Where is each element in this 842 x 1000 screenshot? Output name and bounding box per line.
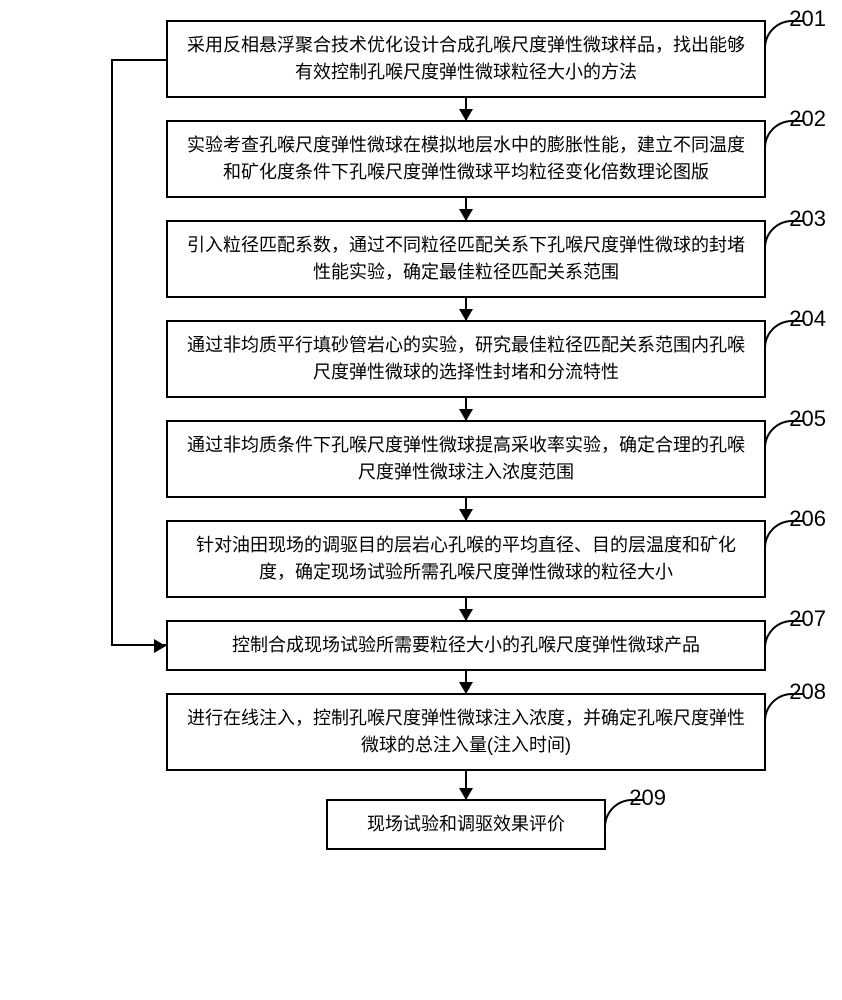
step-box-201: 采用反相悬浮聚合技术优化设计合成孔喉尺度弹性微球样品，找出能够有效控制孔喉尺度弹… [166,20,766,98]
arrow-down [465,498,467,520]
arrow-down [465,598,467,620]
step-label: 202 [789,108,826,130]
step-label: 204 [789,308,826,330]
step-wrap-203: 引入粒径匹配系数，通过不同粒径匹配关系下孔喉尺度弹性微球的封堵性能实验，确定最佳… [130,220,802,298]
step-box-203: 引入粒径匹配系数，通过不同粒径匹配关系下孔喉尺度弹性微球的封堵性能实验，确定最佳… [166,220,766,298]
step-label: 208 [789,681,826,703]
arrow-down [465,198,467,220]
step-box-209: 现场试验和调驱效果评价209 [326,799,606,850]
step-label: 201 [789,8,826,30]
arrow-down [465,771,467,799]
step-label: 203 [789,208,826,230]
step-wrap-208: 进行在线注入，控制孔喉尺度弹性微球注入浓度，并确定孔喉尺度弹性微球的总注入量(注… [130,693,802,771]
flowchart-container: 采用反相悬浮聚合技术优化设计合成孔喉尺度弹性微球样品，找出能够有效控制孔喉尺度弹… [130,20,802,850]
step-label: 205 [789,408,826,430]
step-wrap-207: 控制合成现场试验所需要粒径大小的孔喉尺度弹性微球产品207 [130,620,802,671]
arrow-down [465,671,467,693]
step-wrap-201: 采用反相悬浮聚合技术优化设计合成孔喉尺度弹性微球样品，找出能够有效控制孔喉尺度弹… [130,20,802,98]
step-wrap-206: 针对油田现场的调驱目的层岩心孔喉的平均直径、目的层温度和矿化度，确定现场试验所需… [130,520,802,598]
step-box-205: 通过非均质条件下孔喉尺度弹性微球提高采收率实验，确定合理的孔喉尺度弹性微球注入浓… [166,420,766,498]
step-wrap-204: 通过非均质平行填砂管岩心的实验，研究最佳粒径匹配关系范围内孔喉尺度弹性微球的选择… [130,320,802,398]
step-wrap-209: 现场试验和调驱效果评价209 [130,799,802,850]
step-box-206: 针对油田现场的调驱目的层岩心孔喉的平均直径、目的层温度和矿化度，确定现场试验所需… [166,520,766,598]
step-box-204: 通过非均质平行填砂管岩心的实验，研究最佳粒径匹配关系范围内孔喉尺度弹性微球的选择… [166,320,766,398]
step-label: 206 [789,508,826,530]
arrow-down [465,398,467,420]
step-box-207: 控制合成现场试验所需要粒径大小的孔喉尺度弹性微球产品207 [166,620,766,671]
step-wrap-202: 实验考查孔喉尺度弹性微球在模拟地层水中的膨胀性能，建立不同温度和矿化度条件下孔喉… [130,120,802,198]
step-wrap-205: 通过非均质条件下孔喉尺度弹性微球提高采收率实验，确定合理的孔喉尺度弹性微球注入浓… [130,420,802,498]
step-box-208: 进行在线注入，控制孔喉尺度弹性微球注入浓度，并确定孔喉尺度弹性微球的总注入量(注… [166,693,766,771]
arrow-down [465,98,467,120]
step-label: 207 [789,608,826,630]
step-box-202: 实验考查孔喉尺度弹性微球在模拟地层水中的膨胀性能，建立不同温度和矿化度条件下孔喉… [166,120,766,198]
step-label: 209 [629,787,666,809]
arrow-down [465,298,467,320]
feedback-loop [111,59,166,646]
feedback-loop-arrowhead [154,639,166,653]
